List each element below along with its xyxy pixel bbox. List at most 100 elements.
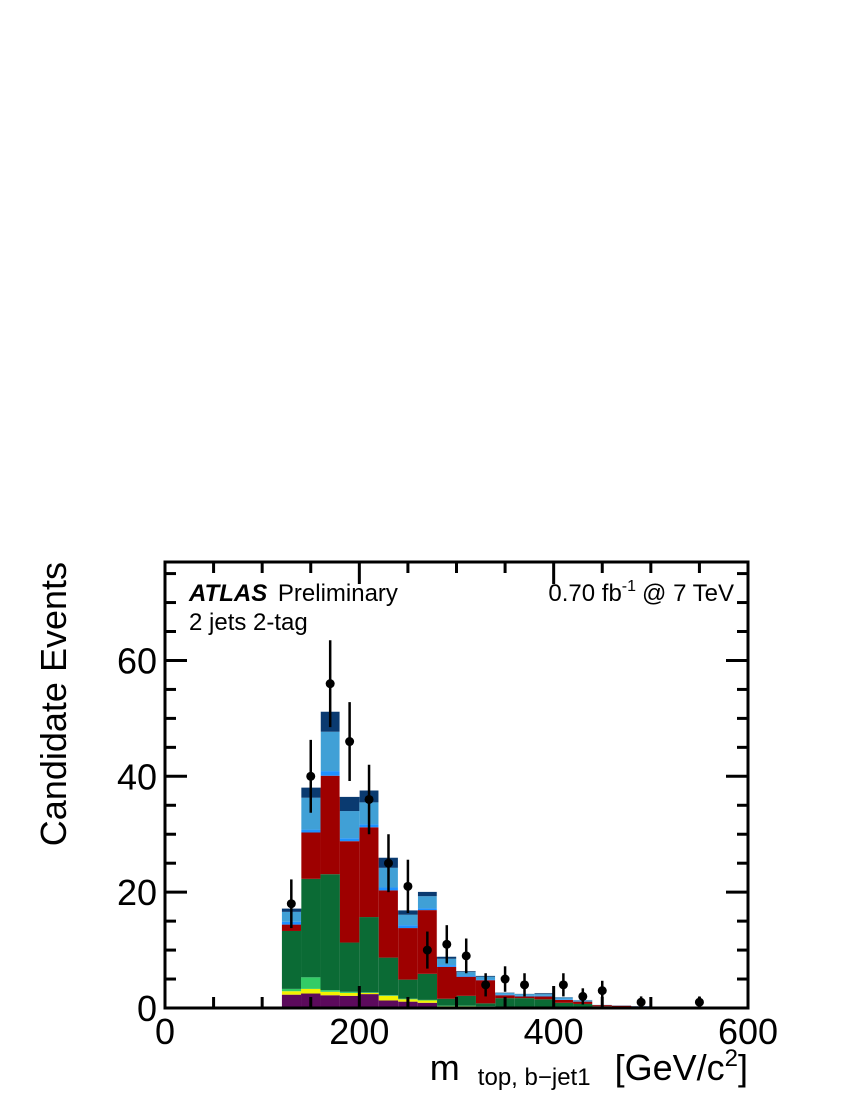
x-axis-title-sub: top, b−jet1 bbox=[478, 1064, 591, 1091]
bar-segment bbox=[456, 1005, 476, 1007]
x-tick-label: 400 bbox=[524, 1011, 584, 1052]
bar-segment bbox=[534, 996, 554, 1000]
bar-segment bbox=[378, 957, 399, 996]
bar-segment bbox=[553, 999, 574, 1000]
data-marker bbox=[500, 974, 510, 984]
energy-label: @ 7 TeV bbox=[642, 580, 734, 607]
bar-segment bbox=[495, 992, 515, 995]
data-marker bbox=[364, 794, 374, 804]
data-point bbox=[422, 931, 432, 969]
bar-segment bbox=[611, 1005, 632, 1007]
data-marker bbox=[306, 771, 316, 781]
lumi-label: 0.70 fb-1 @ 7 TeV bbox=[548, 578, 734, 607]
data-point bbox=[578, 988, 588, 1005]
bar-segment bbox=[281, 991, 302, 995]
bar-segment bbox=[378, 995, 399, 996]
bar-segment bbox=[573, 1003, 593, 1008]
x-axis-title-main: m bbox=[430, 1047, 460, 1088]
x-axis-title: m top, b−jet1 [GeV/c2] bbox=[430, 1045, 748, 1093]
bar-segment bbox=[301, 829, 321, 833]
bar-segment bbox=[359, 992, 379, 995]
bar-segment bbox=[301, 878, 321, 978]
data-marker bbox=[558, 980, 568, 990]
bar-segment bbox=[301, 832, 321, 879]
bar-segment bbox=[534, 999, 554, 1008]
bar-segment bbox=[417, 1002, 438, 1008]
bar-segment bbox=[378, 995, 399, 1001]
bar-segment bbox=[417, 999, 438, 1001]
data-point bbox=[325, 640, 335, 728]
data-point bbox=[636, 996, 646, 1008]
data-marker bbox=[403, 881, 413, 891]
lumi-value: 0.70 fb bbox=[548, 580, 621, 607]
bar-segment bbox=[398, 925, 418, 929]
bar-segment bbox=[359, 994, 379, 1008]
bar-segment bbox=[475, 1003, 496, 1007]
bar-segment bbox=[398, 928, 418, 980]
bar-segment bbox=[456, 972, 476, 976]
data-marker bbox=[325, 679, 335, 689]
bar-segment bbox=[320, 731, 340, 772]
y-tick-label: 60 bbox=[117, 640, 157, 681]
bar-segment bbox=[320, 874, 340, 991]
bar-segment bbox=[339, 995, 360, 1008]
bar-segment bbox=[495, 995, 515, 999]
bar-segment bbox=[553, 999, 574, 1003]
data-point bbox=[403, 859, 413, 914]
bar-segment bbox=[417, 1000, 438, 1003]
bar-segment bbox=[437, 966, 457, 999]
bar-segment bbox=[417, 908, 438, 911]
bar-segment bbox=[553, 997, 574, 1000]
x-tick-label: 600 bbox=[718, 1011, 778, 1052]
data-point bbox=[345, 702, 355, 781]
bar-segment bbox=[339, 841, 360, 943]
lumi-exponent: -1 bbox=[622, 578, 636, 595]
data-marker bbox=[461, 951, 471, 961]
x-axis-title-unit-close: ] bbox=[738, 1047, 748, 1088]
bar-segment bbox=[378, 1000, 399, 1008]
x-tick-label: 0 bbox=[155, 1011, 175, 1052]
stacked-histogram bbox=[165, 711, 749, 1009]
data-point bbox=[481, 973, 491, 997]
bar-segment bbox=[339, 838, 360, 842]
tick-labels: 0 200 400 600 0 20 40 60 bbox=[117, 640, 778, 1052]
bar-segment bbox=[456, 976, 476, 996]
bar-segment bbox=[320, 991, 340, 996]
bar-segment bbox=[301, 988, 321, 994]
data-marker bbox=[636, 997, 646, 1007]
bar-segment bbox=[359, 992, 379, 993]
data-marker bbox=[345, 737, 355, 747]
bar-segment bbox=[378, 890, 399, 958]
bar-segment bbox=[339, 811, 360, 839]
atlas-label-bold: ATLAS bbox=[188, 580, 267, 607]
bar-segment bbox=[359, 827, 379, 918]
bar-segment bbox=[398, 979, 418, 999]
data-point bbox=[306, 739, 316, 813]
bar-segment bbox=[514, 998, 535, 1008]
bar-segment bbox=[320, 771, 340, 776]
y-tick-label: 40 bbox=[117, 756, 157, 797]
data-point bbox=[558, 973, 568, 997]
x-axis-title-unit: [GeV/c bbox=[615, 1047, 725, 1088]
bar-segment bbox=[514, 996, 535, 999]
selection-label: 2 jets 2-tag bbox=[189, 609, 308, 636]
bar-segment bbox=[301, 797, 321, 830]
stack-outline bbox=[165, 711, 749, 1009]
data-marker bbox=[442, 939, 452, 949]
bar-segment bbox=[301, 977, 321, 989]
preliminary-label: Preliminary bbox=[278, 580, 398, 607]
data-point bbox=[461, 938, 471, 974]
bar-segment bbox=[437, 998, 457, 1006]
bar-segment bbox=[534, 994, 554, 996]
data-marker bbox=[578, 991, 588, 1001]
bar-segment bbox=[417, 896, 438, 909]
bar-segment bbox=[339, 991, 360, 993]
bar-segment bbox=[339, 796, 360, 812]
data-point bbox=[500, 966, 510, 992]
data-marker bbox=[286, 899, 296, 909]
data-marker bbox=[383, 858, 393, 868]
bar-segment bbox=[534, 992, 554, 995]
x-axis-title-unit-sup: 2 bbox=[725, 1045, 738, 1072]
bar-segment bbox=[339, 942, 360, 992]
